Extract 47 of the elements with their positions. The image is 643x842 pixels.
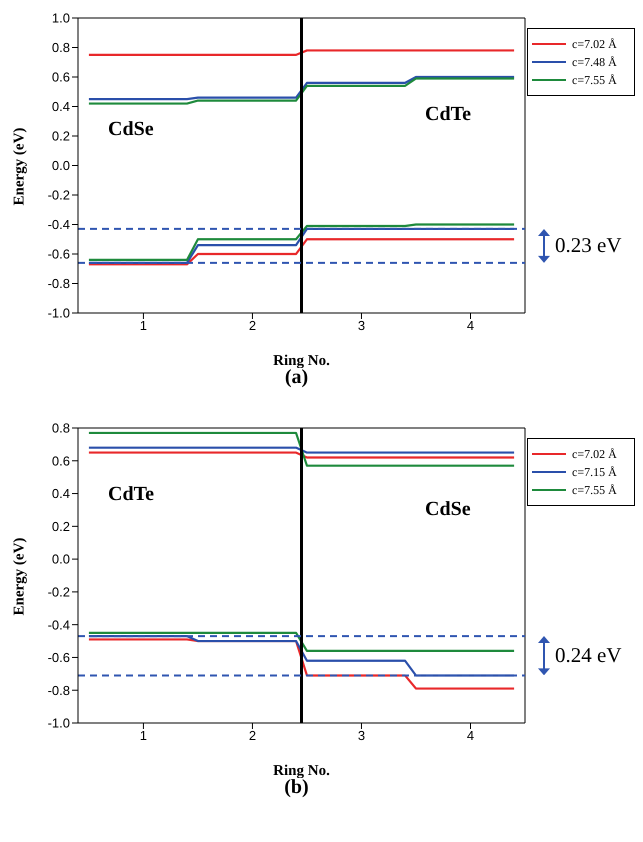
y-tick-label: -0.6 — [48, 246, 70, 262]
y-tick-label: -0.6 — [48, 650, 70, 666]
y-tick-label: 0.0 — [52, 158, 70, 174]
legend-label: c=7.55 Å — [572, 482, 617, 499]
legend-label: c=7.02 Å — [572, 446, 617, 463]
x-tick-label: 2 — [248, 318, 256, 334]
x-axis-title: Ring No. — [273, 353, 330, 369]
y-tick-label: -0.8 — [48, 276, 70, 292]
x-tick-label: 3 — [358, 318, 366, 334]
y-tick-label: 0.6 — [52, 453, 70, 468]
x-tick-label: 3 — [358, 728, 366, 744]
annotation: CdSe — [425, 498, 471, 521]
y-tick-label: 0.6 — [52, 70, 70, 85]
legend-label: c=7.48 Å — [572, 54, 617, 71]
y-tick-label: 0.8 — [52, 420, 70, 436]
x-tick-label: 1 — [140, 318, 148, 334]
y-tick-label: 0.0 — [52, 552, 70, 567]
x-axis-title: Ring No. — [273, 763, 330, 779]
text: 0.24 eV — [555, 642, 622, 668]
legend-label: c=7.15 Å — [572, 464, 617, 481]
y-tick-label: -1.0 — [48, 716, 70, 731]
annotation: CdTe — [108, 483, 154, 506]
y-tick-label: 1.0 — [52, 10, 70, 26]
x-tick-label: 2 — [248, 728, 256, 744]
line-series — [88, 76, 516, 100]
y-tick-label: -1.0 — [48, 306, 70, 321]
y-tick-label: -0.4 — [48, 617, 70, 632]
y-axis-title: Energy (eV) — [11, 128, 28, 206]
annotation: CdSe — [108, 118, 154, 141]
line-series — [88, 77, 516, 105]
y-tick-label: -0.2 — [48, 584, 70, 600]
x-tick-label: 4 — [466, 318, 474, 334]
y-tick-label: 0.8 — [52, 40, 70, 56]
y-tick-label: 0.4 — [52, 486, 70, 502]
x-tick-label: 4 — [466, 728, 474, 744]
y-axis-title: Energy (eV) — [11, 538, 28, 616]
y-tick-label: 0.2 — [52, 518, 70, 534]
legend-label: c=7.55 Å — [572, 72, 617, 89]
y-tick-label: -0.4 — [48, 217, 70, 232]
y-tick-label: 0.4 — [52, 99, 70, 114]
y-tick-label: -0.2 — [48, 188, 70, 203]
annotation: CdTe — [425, 103, 471, 126]
text: 0.23 eV — [555, 232, 622, 258]
y-tick-label: 0.2 — [52, 128, 70, 144]
y-tick-label: -0.8 — [48, 682, 70, 698]
x-tick-label: 1 — [140, 728, 148, 744]
legend-label: c=7.02 Å — [572, 36, 617, 53]
